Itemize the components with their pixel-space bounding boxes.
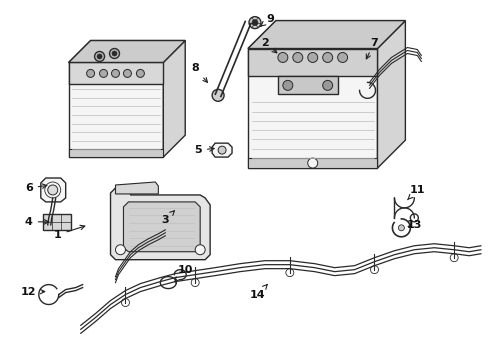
Circle shape	[252, 20, 258, 26]
Circle shape	[398, 225, 404, 231]
Text: 10: 10	[175, 265, 193, 282]
Polygon shape	[123, 202, 200, 252]
Circle shape	[110, 49, 120, 58]
Text: 14: 14	[250, 284, 268, 300]
Circle shape	[48, 185, 58, 195]
Text: 6: 6	[25, 183, 47, 193]
Circle shape	[116, 245, 125, 255]
Circle shape	[112, 51, 117, 56]
Polygon shape	[69, 41, 185, 62]
Polygon shape	[212, 143, 232, 157]
Circle shape	[293, 53, 303, 62]
Circle shape	[278, 53, 288, 62]
Text: 13: 13	[407, 220, 422, 230]
Circle shape	[99, 69, 107, 77]
Text: 12: 12	[21, 287, 45, 297]
Polygon shape	[69, 62, 163, 157]
Polygon shape	[163, 41, 185, 157]
Polygon shape	[41, 178, 66, 202]
Polygon shape	[278, 76, 338, 94]
Circle shape	[218, 146, 226, 154]
Circle shape	[95, 51, 104, 62]
Polygon shape	[248, 21, 405, 49]
Circle shape	[212, 89, 224, 101]
Text: 1: 1	[54, 225, 85, 240]
Text: 8: 8	[191, 63, 207, 82]
Text: 2: 2	[261, 37, 277, 53]
Circle shape	[195, 245, 205, 255]
Polygon shape	[248, 21, 405, 49]
Polygon shape	[248, 49, 377, 168]
Polygon shape	[377, 21, 405, 168]
Text: 5: 5	[195, 145, 214, 155]
Bar	[43, 214, 71, 230]
Text: 3: 3	[162, 211, 174, 225]
Text: 4: 4	[25, 217, 49, 227]
Polygon shape	[69, 41, 185, 62]
Circle shape	[323, 53, 333, 62]
Circle shape	[308, 158, 318, 168]
Polygon shape	[116, 182, 158, 194]
Circle shape	[97, 54, 102, 59]
Polygon shape	[69, 149, 163, 157]
Text: 11: 11	[408, 185, 425, 200]
Text: 9: 9	[261, 14, 274, 26]
Circle shape	[323, 80, 333, 90]
Circle shape	[338, 53, 347, 62]
Circle shape	[308, 53, 318, 62]
Circle shape	[283, 80, 293, 90]
Polygon shape	[248, 158, 377, 168]
Polygon shape	[111, 185, 210, 260]
Circle shape	[249, 17, 261, 28]
Circle shape	[112, 69, 120, 77]
Circle shape	[123, 69, 131, 77]
Polygon shape	[69, 62, 163, 84]
Polygon shape	[248, 49, 377, 76]
Text: 7: 7	[367, 37, 378, 59]
Circle shape	[136, 69, 145, 77]
Circle shape	[87, 69, 95, 77]
